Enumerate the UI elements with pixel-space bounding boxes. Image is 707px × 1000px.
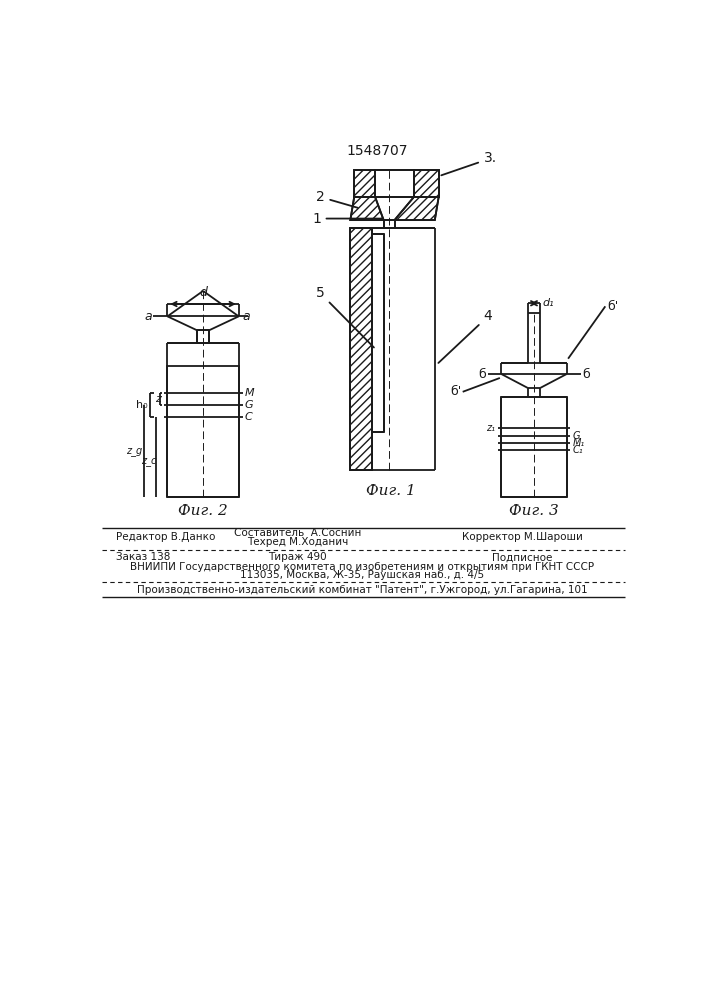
Polygon shape (351, 197, 384, 220)
Bar (168, 366, 239, 497)
Text: 1: 1 (312, 212, 381, 226)
Text: б: б (478, 368, 486, 381)
Text: Техред М.Ходанич: Техред М.Ходанич (247, 537, 349, 547)
Text: z₁: z₁ (486, 423, 495, 433)
Bar (384, 220, 395, 228)
Bar (372, 234, 384, 432)
Polygon shape (395, 197, 438, 220)
Text: 1548707: 1548707 (346, 144, 408, 158)
Text: 2: 2 (316, 190, 358, 208)
Text: M: M (245, 388, 255, 398)
Text: 5: 5 (316, 286, 374, 347)
Text: Тираж 490: Тираж 490 (269, 552, 327, 562)
Bar (375, 170, 414, 197)
Text: Фиг. 1: Фиг. 1 (366, 484, 416, 498)
Text: a: a (243, 310, 250, 323)
Text: Редактор В.Данко: Редактор В.Данко (115, 532, 215, 542)
Text: Фиг. 2: Фиг. 2 (178, 504, 228, 518)
Text: Корректор М.Шароши: Корректор М.Шароши (462, 532, 583, 542)
Text: G: G (245, 400, 254, 410)
Bar (395, 228, 435, 470)
Text: б': б' (450, 385, 461, 398)
Bar (501, 397, 566, 497)
Text: Подписное: Подписное (492, 552, 553, 562)
Text: d: d (199, 286, 207, 299)
Text: Заказ 138: Заказ 138 (115, 552, 170, 562)
Text: a: a (144, 310, 152, 323)
Polygon shape (351, 228, 372, 470)
Text: d₁: d₁ (542, 298, 554, 308)
Text: Составитель  А.Соснин: Составитель А.Соснин (234, 528, 361, 538)
Text: h₀: h₀ (136, 400, 147, 410)
Bar (197, 330, 209, 343)
Polygon shape (414, 170, 438, 197)
Text: 3.: 3. (441, 151, 497, 175)
Text: G: G (573, 431, 580, 441)
Text: Производственно-издательский комбинат "Патент", г.Ужгород, ул.Гагарина, 101: Производственно-издательский комбинат "П… (136, 585, 588, 595)
Text: z_g: z_g (127, 446, 143, 456)
Text: ВНИИПИ Государственного комитета по изобретениям и открытиям при ГКНТ СССР: ВНИИПИ Государственного комитета по изоб… (130, 562, 594, 572)
Text: z: z (155, 394, 160, 404)
Text: M₁: M₁ (573, 438, 585, 448)
Text: б': б' (607, 300, 618, 313)
Text: б: б (582, 368, 590, 381)
Text: 113035, Москва, Ж-35, Раушская наб., д. 4/5: 113035, Москва, Ж-35, Раушская наб., д. … (240, 570, 484, 580)
Text: 4: 4 (438, 309, 492, 363)
Polygon shape (354, 170, 375, 197)
Text: Фиг. 3: Фиг. 3 (509, 504, 559, 518)
Text: C: C (245, 412, 252, 422)
Text: C₁: C₁ (573, 445, 583, 455)
Text: z_c: z_c (141, 456, 156, 466)
